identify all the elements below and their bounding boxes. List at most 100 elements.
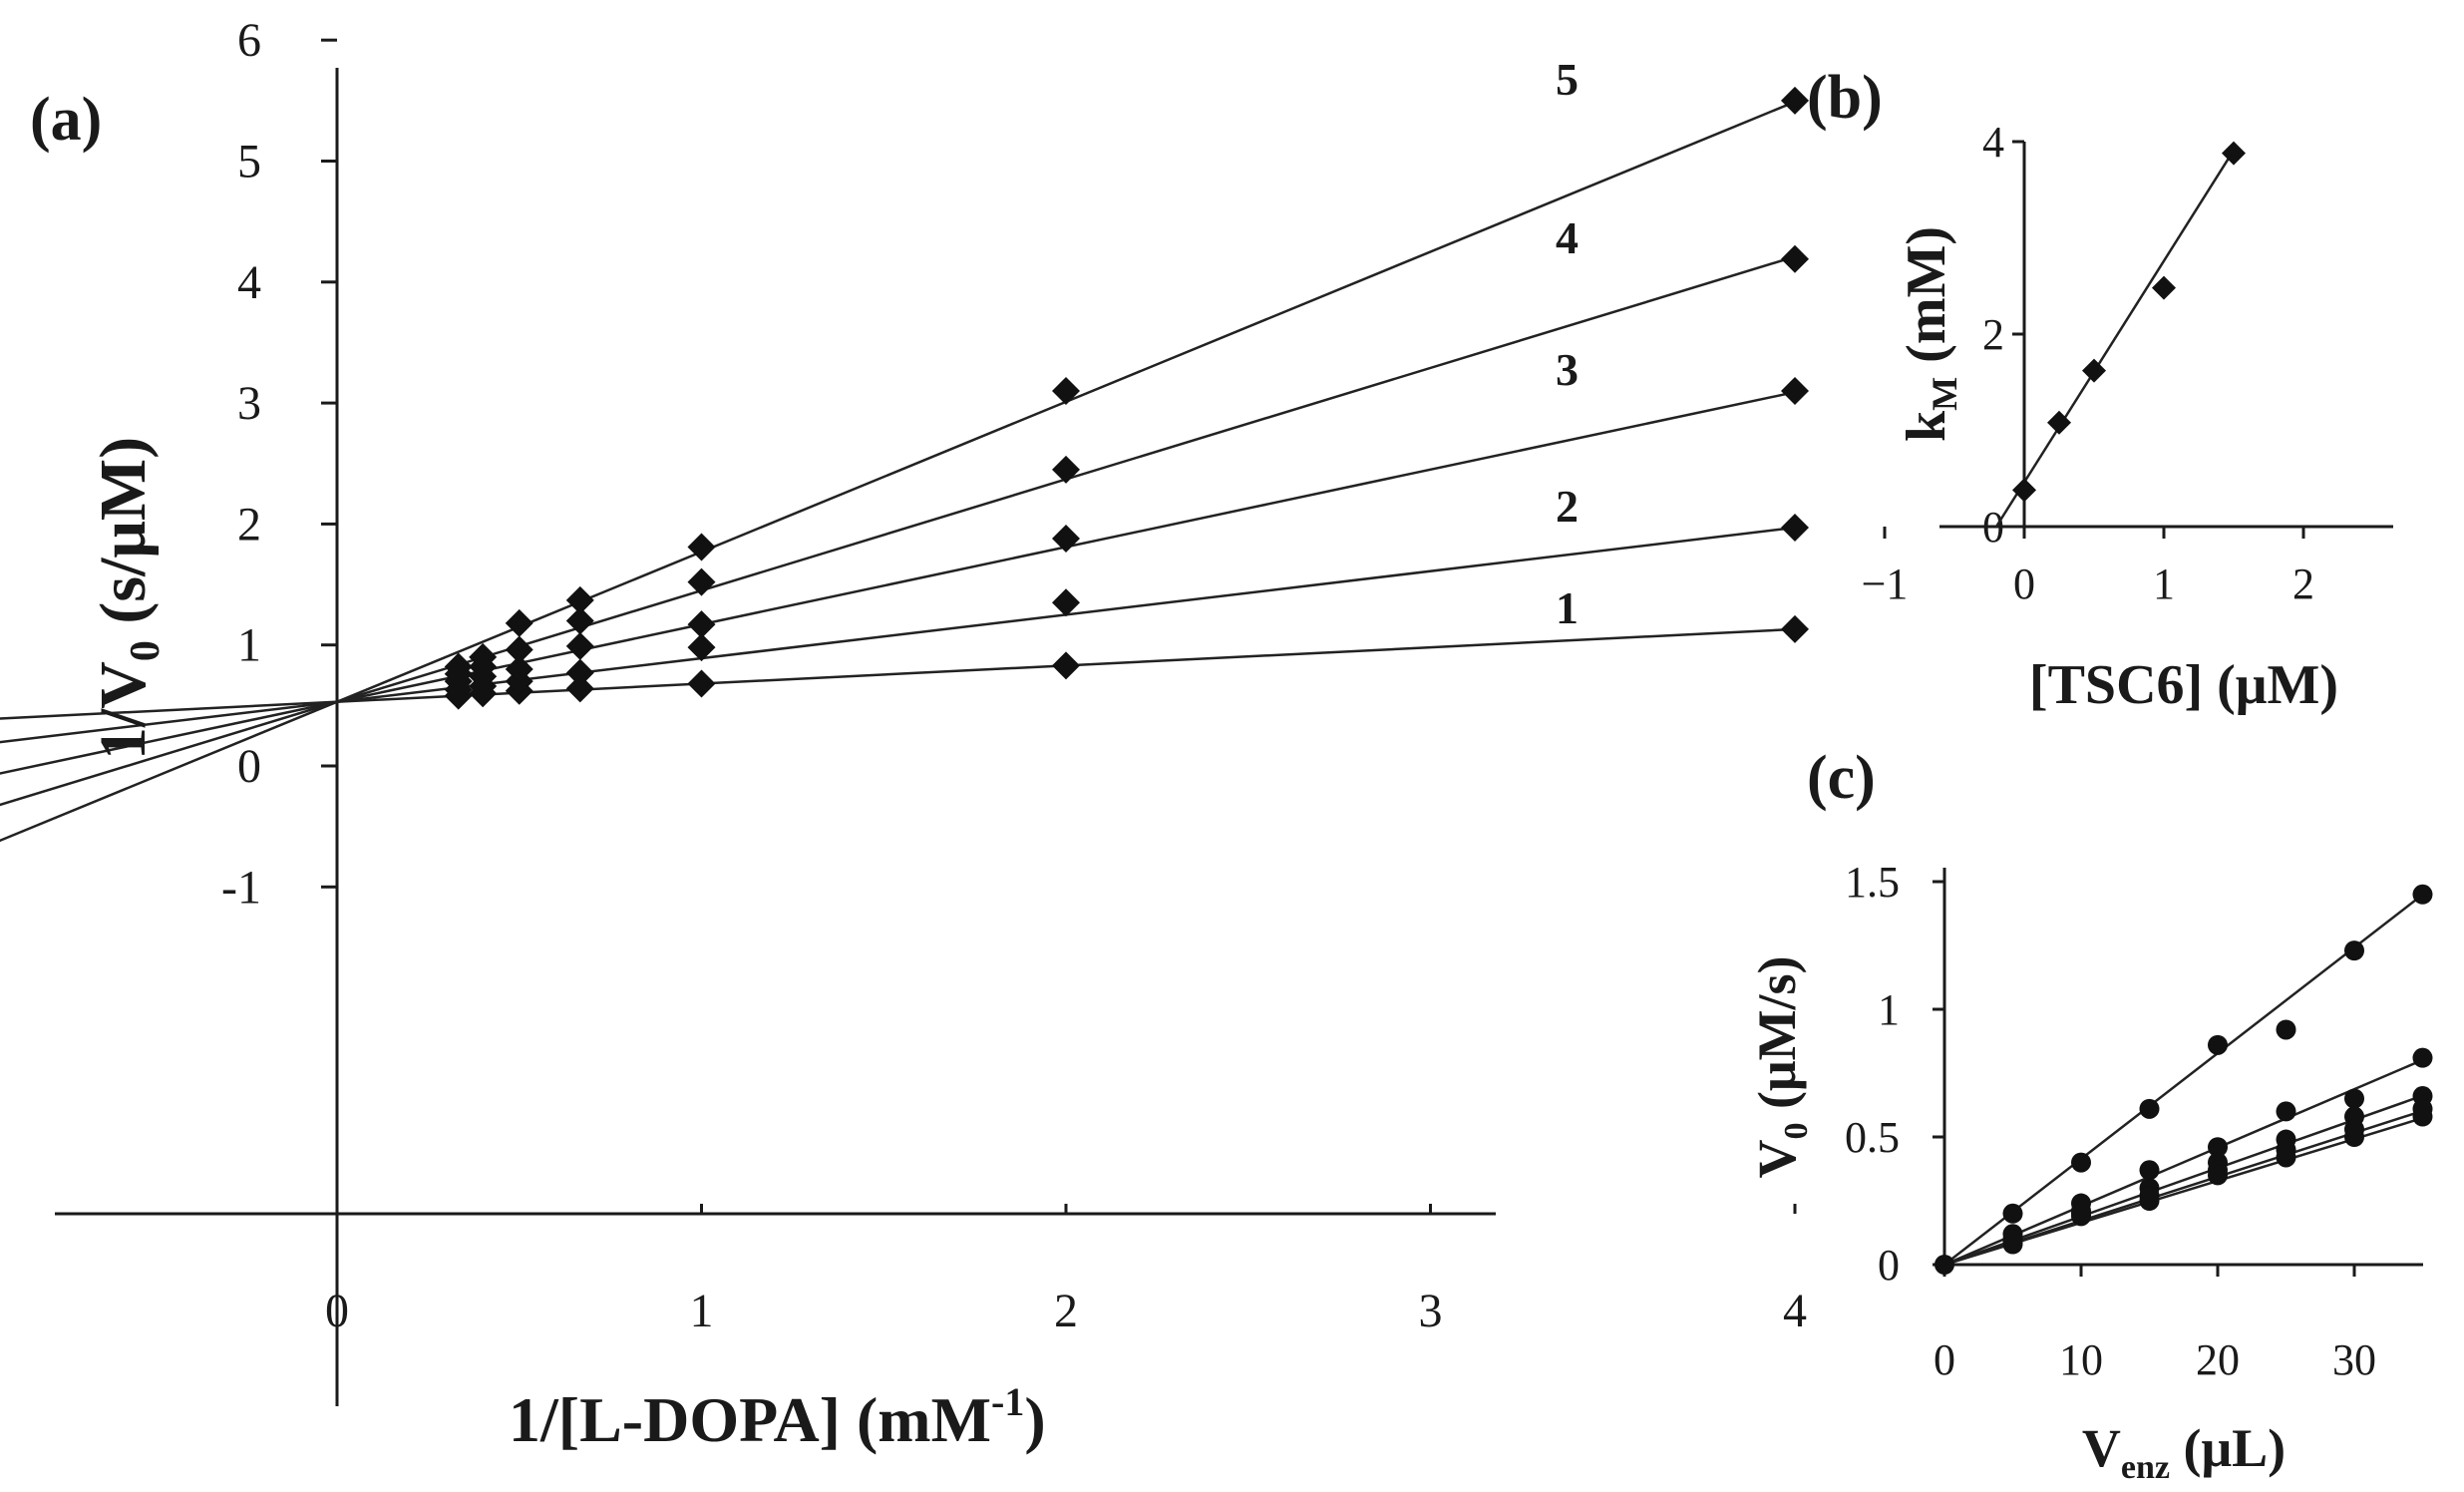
panel-c-point-s4-5 — [2276, 1147, 2296, 1168]
panel-a-x-tick-label-0: -1 — [0, 1285, 2, 1337]
panel-c-point-s4-4 — [2208, 1165, 2228, 1186]
panel-c-point-s0-4 — [2208, 1034, 2228, 1055]
panel-a-y-tick-label-2: 1 — [237, 619, 261, 672]
panel-c-x-tick-label-3: 30 — [2332, 1335, 2376, 1384]
panel-a-point-s1-3 — [565, 674, 594, 703]
panel-a-point-s3-3 — [565, 631, 594, 660]
panel-a-point-s5-2 — [505, 608, 533, 637]
panel-c-point-s4-1 — [2002, 1234, 2023, 1255]
panel-c-point-s0-1 — [2002, 1203, 2023, 1224]
panel-a-point-s4-3 — [565, 606, 594, 635]
panel-c-point-s1-5 — [2276, 1101, 2296, 1122]
panel-c-x-tick-label-0: 0 — [1934, 1335, 1955, 1384]
panel-c-data-points — [1935, 884, 2433, 1275]
panel-a-point-s1-4 — [687, 669, 716, 698]
panel-c-point-s1-6 — [2344, 1088, 2364, 1109]
panel-a-point-s2-3 — [565, 658, 594, 687]
panel-c-y-tick-label-3: 1.5 — [1845, 858, 1900, 907]
panel-a-x-tick-label-3: 2 — [1054, 1285, 1078, 1337]
panel-a-fit-line-4 — [0, 255, 1796, 807]
panel-c-label: (c) — [1807, 744, 1876, 812]
panel-a-point-s3-4 — [687, 610, 716, 639]
panel-b-x-tick-label-2: 1 — [2153, 560, 2175, 608]
panel-b-y-tick-label-1: 2 — [1982, 310, 2004, 359]
panel-a-point-s5-5 — [1052, 376, 1080, 405]
panel-b-ticks: −1 0 1 2 0 2 4 — [1862, 118, 2314, 608]
panel-a-point-s4-6 — [1781, 244, 1809, 273]
panel-c-point-s1-7 — [2412, 1047, 2433, 1068]
panel-c-point-s0-0 — [1935, 1255, 1954, 1275]
panel-a-y-axis-label: 1/V0 (s/μM) — [87, 437, 169, 760]
panel-a-point-s4-4 — [687, 567, 716, 596]
panel-a-point-s3-6 — [1781, 376, 1809, 405]
panel-b-label: (b) — [1807, 64, 1883, 132]
panel-a-fit-lines — [0, 100, 1796, 843]
panel-c-y-axis-label: V0 (μM/s) — [1747, 955, 1815, 1178]
panel-b-x-tick-label-1: 0 — [2013, 560, 2035, 608]
panel-b-x-axis-label: [TSC6] (μM) — [2029, 654, 2338, 716]
panel-a-lineweaver-burk-plot: (a) -1 0 1 2 3 4 -1 0 1 2 3 4 5 6 1 2 3 4 5 1/[L-DOPA] (m… — [0, 14, 1809, 1455]
panel-a-label: (a) — [30, 86, 102, 154]
panel-c-y-tick-label-0: 0 — [1878, 1241, 1900, 1290]
panel-a-point-s2-4 — [687, 633, 716, 662]
panel-a-axes — [55, 68, 1496, 1406]
panel-a-fit-line-1 — [0, 627, 1796, 720]
panel-b-y-tick-label-2: 4 — [1982, 118, 2004, 167]
panel-b-data-points — [2012, 141, 2246, 503]
panel-c-x-tick-label-1: 10 — [2059, 1335, 2103, 1384]
panel-a-y-tick-label-3: 2 — [237, 498, 261, 551]
panel-a-series-label-1: 1 — [1556, 582, 1579, 633]
panel-b-point-3 — [2152, 275, 2176, 300]
panel-a-series-label-5: 5 — [1556, 54, 1579, 105]
panel-a-point-s2-6 — [1781, 514, 1809, 543]
panel-b-y-tick-label-0: 0 — [1982, 503, 2004, 552]
panel-a-point-s4-5 — [1052, 455, 1080, 484]
panel-b-y-axis-label: kM (mM) — [1896, 226, 1964, 442]
panel-a-point-s5-6 — [1781, 86, 1809, 115]
panel-a-point-s4-2 — [505, 635, 533, 664]
panel-b-point-1 — [2047, 410, 2071, 435]
panel-a-point-s2-5 — [1052, 588, 1080, 617]
panel-b-fit-line — [1994, 150, 2236, 528]
panel-c-point-s4-3 — [2139, 1191, 2160, 1211]
panel-c-point-s4-7 — [2412, 1106, 2433, 1127]
panel-a-data-points — [444, 86, 1809, 710]
panel-c-point-s0-7 — [2412, 884, 2433, 905]
panel-a-x-tick-label-5: 4 — [1783, 1285, 1807, 1337]
panel-a-x-tick-label-4: 3 — [1419, 1285, 1443, 1337]
panel-a-point-s1-5 — [1052, 651, 1080, 680]
panel-a-x-tick-label-2: 1 — [690, 1285, 714, 1337]
panel-a-point-s5-4 — [687, 533, 716, 561]
panel-a-fit-line-5 — [0, 100, 1796, 843]
panel-a-point-s5-3 — [565, 585, 594, 614]
panel-a-series-label-4: 4 — [1556, 212, 1579, 263]
panel-a-ticks: -1 0 1 2 3 4 -1 0 1 2 3 4 5 6 — [0, 14, 1807, 1337]
panel-a-series-label-2: 2 — [1556, 481, 1579, 532]
panel-a-x-tick-label-1: 0 — [325, 1285, 349, 1337]
panel-c-point-s0-2 — [2071, 1152, 2091, 1173]
panel-a-y-tick-label-6: 5 — [237, 136, 261, 188]
panel-c-x-tick-label-2: 20 — [2196, 1335, 2240, 1384]
panel-c-y-tick-label-2: 1 — [1878, 985, 1900, 1034]
panel-c-point-s0-3 — [2139, 1098, 2160, 1119]
panel-a-series-labels: 1 2 3 4 5 — [1556, 54, 1579, 633]
panel-a-series-label-3: 3 — [1556, 344, 1579, 395]
panel-c-point-s1-3 — [2139, 1160, 2160, 1181]
panel-a-y-tick-label-1: 0 — [237, 740, 261, 793]
panel-b-fit-line-main — [1994, 150, 2236, 528]
panel-c-point-s1-4 — [2208, 1137, 2228, 1158]
panel-b-point-2 — [2082, 358, 2106, 383]
panel-b-x-tick-label-3: 2 — [2292, 560, 2314, 608]
panel-b-x-tick-label-0: −1 — [1862, 560, 1909, 608]
panel-c-point-s4-2 — [2071, 1206, 2091, 1227]
panel-c-velocity-vs-enzyme-plot: (c) 0 10 20 30 0 0.5 1 1.5 Venz (μL) V0 (μM/s) — [1747, 744, 2433, 1486]
panel-c-x-axis-label: Venz (μL) — [2082, 1418, 2286, 1486]
panel-b-km-vs-inhibitor-plot: (b) −1 0 1 2 0 2 4 [TSC6] (μM) kM (mM) — [1807, 64, 2393, 716]
panel-a-point-s3-2 — [505, 654, 533, 683]
panel-c-ticks: 0 10 20 30 0 0.5 1 1.5 — [1845, 858, 2376, 1384]
panel-a-fit-line-2 — [0, 526, 1796, 744]
panel-a-point-s5-0 — [444, 652, 473, 681]
panel-b-point-0 — [2012, 478, 2036, 503]
panel-a-y-tick-label-7: 6 — [237, 14, 261, 67]
